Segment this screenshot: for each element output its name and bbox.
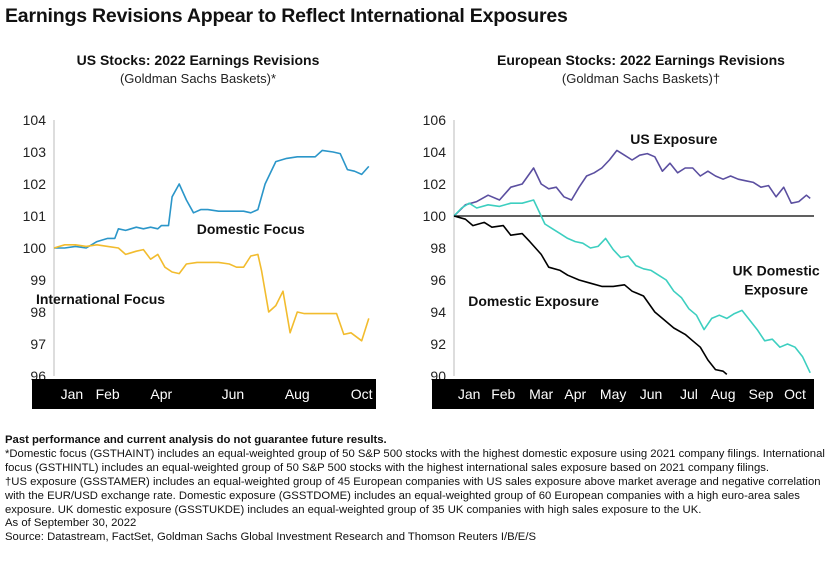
eu-chart-subtitle: (Goldman Sachs Baskets)† xyxy=(561,71,721,86)
eu-x-axis-bar xyxy=(432,379,814,409)
eu-chart-title: European Stocks: 2022 Earnings Revisions xyxy=(497,52,785,68)
us-y-tick-label: 99 xyxy=(30,272,46,288)
eu-series-line-us-exposure xyxy=(453,149,811,217)
us-annotation: International Focus xyxy=(36,291,165,307)
eu-series-line-domestic-exposure xyxy=(453,215,728,376)
footnote-dagger: †US exposure (GSSTAMER) includes an equa… xyxy=(5,475,821,516)
eu-y-tick-label: 100 xyxy=(423,208,447,224)
disclaimer-text: Past performance and current analysis do… xyxy=(5,434,387,446)
eu-x-tick-label: Aug xyxy=(711,386,736,402)
source-text: Source: Datastream, FactSet, Goldman Sac… xyxy=(5,531,536,544)
eu-x-tick-label: Apr xyxy=(564,386,586,402)
us-y-tick-label: 97 xyxy=(30,336,46,352)
eu-y-tick-label: 98 xyxy=(430,240,446,256)
us-y-tick-label: 104 xyxy=(23,112,47,128)
us-x-axis-bar xyxy=(32,379,376,409)
us-x-tick-label: Apr xyxy=(150,386,172,402)
us-series-line-domestic-focus xyxy=(54,149,370,249)
eu-x-tick-label: Feb xyxy=(491,386,515,402)
eu-annotation: Domestic Exposure xyxy=(468,293,599,309)
eu-x-tick-label: Mar xyxy=(529,386,553,402)
eu-x-tick-label: Jul xyxy=(680,386,698,402)
eu-x-tick-label: Sep xyxy=(748,386,773,402)
us-y-tick-label: 102 xyxy=(23,176,47,192)
us-x-tick-label: Jun xyxy=(222,386,245,402)
footnotes: Past performance and current analysis do… xyxy=(5,434,837,545)
eu-y-tick-label: 104 xyxy=(423,144,447,160)
as-of-date: As of September 30, 2022 xyxy=(5,517,137,530)
us-x-tick-label: Oct xyxy=(351,386,373,402)
us-x-tick-label: Feb xyxy=(96,386,120,402)
eu-annotation: US Exposure xyxy=(630,131,717,147)
us-chart-title: US Stocks: 2022 Earnings Revisions xyxy=(76,52,320,68)
eu-y-tick-label: 92 xyxy=(430,336,446,352)
us-chart-subtitle: (Goldman Sachs Baskets)* xyxy=(119,71,277,86)
us-x-tick-label: Aug xyxy=(285,386,310,402)
eu-series-line-uk-domestic-exposure xyxy=(453,199,811,374)
eu-annotation: UK Domestic xyxy=(733,262,820,278)
us-y-tick-label: 98 xyxy=(30,304,46,320)
footnote-star: *Domestic focus (GSTHAINT) includes an e… xyxy=(5,447,825,474)
us-series-line-international-focus xyxy=(53,244,370,342)
eu-annotation: Exposure xyxy=(744,282,808,298)
eu-y-tick-label: 102 xyxy=(423,176,447,192)
us-y-tick-label: 101 xyxy=(23,208,47,224)
us-y-tick-label: 100 xyxy=(23,240,47,256)
eu-y-tick-label: 96 xyxy=(430,272,446,288)
eu-y-tick-label: 106 xyxy=(423,112,447,128)
eu-x-tick-label: Jun xyxy=(640,386,663,402)
eu-x-tick-label: Oct xyxy=(784,386,806,402)
eu-x-tick-label: Jan xyxy=(458,386,481,402)
eu-y-tick-label: 94 xyxy=(430,304,446,320)
eu-x-tick-label: May xyxy=(600,386,626,402)
us-y-tick-label: 103 xyxy=(23,144,47,160)
us-annotation: Domestic Focus xyxy=(197,221,305,237)
main-title: Earnings Revisions Appear to Reflect Int… xyxy=(5,5,568,27)
us-x-tick-label: Jan xyxy=(61,386,84,402)
